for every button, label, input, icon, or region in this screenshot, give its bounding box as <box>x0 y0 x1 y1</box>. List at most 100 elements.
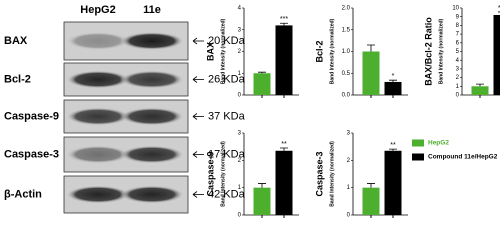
y-axis-title: BAX <box>205 42 215 61</box>
y-tick-label: 1.5 <box>342 27 351 33</box>
bar-chart: 0.0 0.5 1.0 1.5 2.0 Bcl-2 Band Intensity (norm… <box>314 6 408 99</box>
legend-label: Compound 11e/HepG2 <box>428 154 498 161</box>
y-tick-label: 5 <box>456 49 460 55</box>
legend: HepG2 Compound 11e/HepG2 <box>412 139 498 161</box>
arrow-head <box>192 191 198 198</box>
y-tick-label: 1 <box>238 71 242 77</box>
size-label: 20 KDa <box>208 35 246 47</box>
arrow-head <box>192 37 198 45</box>
error-bar <box>258 71 266 74</box>
band <box>120 145 184 164</box>
column-label: HepG2 <box>80 4 115 16</box>
band <box>120 107 184 126</box>
protein-label: Bcl-2 <box>4 73 31 85</box>
significance: *** <box>498 5 500 12</box>
column-label: 11e <box>143 4 161 16</box>
size-label: 17 KDa <box>208 148 246 160</box>
legend-label: HepG2 <box>428 140 449 147</box>
y-tick-label: 4 <box>456 58 460 64</box>
band <box>120 185 184 204</box>
error-bar <box>258 183 266 188</box>
significance: ** <box>281 141 287 148</box>
y-tick-label: 4 <box>238 6 242 12</box>
y-tick-label: 3 <box>238 27 242 33</box>
error-bar <box>389 148 397 151</box>
error-bar <box>389 79 397 82</box>
y-axis-subtitle: Band Intensity (normalized) <box>329 141 335 207</box>
error-bar <box>367 44 375 52</box>
y-tick-label: 3 <box>456 66 460 72</box>
y-axis-title: Bcl-2 <box>314 40 324 62</box>
bar-chart: 0 1 2 3 Caspase-9 Band Intensity (normalized)… <box>205 131 299 219</box>
y-tick-label: 0 <box>347 213 351 219</box>
y-tick-label: 9 <box>456 14 460 20</box>
significance: *** <box>280 16 288 23</box>
y-tick-label: 6 <box>456 40 460 46</box>
y-tick-label: 2.0 <box>342 6 351 12</box>
y-axis-title: Caspase-9 <box>205 151 215 196</box>
y-tick-label: 3 <box>238 131 242 137</box>
y-tick-label: 8 <box>456 23 460 29</box>
bar <box>471 86 489 95</box>
y-tick-label: 1.0 <box>342 49 351 55</box>
y-tick-label: 7 <box>456 32 460 38</box>
bar <box>275 150 293 215</box>
error-bar <box>498 11 500 13</box>
band <box>66 107 130 126</box>
size-label: 37 KDa <box>208 110 246 122</box>
y-tick-label: 0.5 <box>342 71 351 77</box>
y-axis-subtitle: Band Intensity (normalized) <box>438 18 444 84</box>
protein-label: β-Actin <box>4 188 42 200</box>
bar <box>253 73 271 95</box>
size-label: 42 KDa <box>208 188 246 200</box>
bar <box>253 187 271 215</box>
error-bar <box>280 22 288 26</box>
y-axis-title: BAX/Bcl-2 Ratio <box>423 17 433 86</box>
protein-label: BAX <box>4 35 28 47</box>
legend-swatch <box>412 153 424 161</box>
significance: * <box>392 73 395 80</box>
y-tick-label: 10 <box>452 6 459 12</box>
error-bar <box>280 147 288 151</box>
error-bar <box>367 183 375 188</box>
protein-label: Caspase-3 <box>4 148 59 160</box>
arrow-head <box>192 113 198 120</box>
y-tick-label: 1 <box>456 84 460 90</box>
y-tick-label: 2 <box>238 49 242 55</box>
arrow-head <box>192 151 198 158</box>
y-tick-label: 2 <box>456 75 460 81</box>
y-tick-label: 1 <box>347 185 351 191</box>
band <box>66 70 130 89</box>
error-bar <box>476 83 484 87</box>
bar-chart: 0 1 2 3 Caspase-3 Band Intensity (normalized)… <box>314 131 408 219</box>
y-tick-label: 0.0 <box>342 93 351 99</box>
band <box>66 32 130 50</box>
legend-swatch <box>412 139 424 147</box>
size-label: 26 KDa <box>208 73 246 85</box>
bar <box>362 187 380 215</box>
y-tick-label: 0 <box>238 213 242 219</box>
band <box>120 32 184 50</box>
significance: ** <box>390 142 396 149</box>
bar-chart: 0 1 2 3 4 BAX Band Intensity (normalized) *** <box>205 6 299 99</box>
y-tick-label: 0 <box>238 93 242 99</box>
arrow-head <box>192 76 198 83</box>
band <box>66 145 130 164</box>
bar <box>384 81 402 95</box>
band <box>120 70 184 89</box>
bar <box>384 150 402 215</box>
y-axis-subtitle: Band Intensity (normalized) <box>220 141 226 207</box>
bar <box>362 51 380 95</box>
bar <box>275 25 293 95</box>
y-tick-label: 0 <box>456 93 460 99</box>
bar <box>493 14 500 96</box>
y-tick-label: 2 <box>347 158 351 164</box>
y-tick-label: 1 <box>238 185 242 191</box>
bar-chart: 0 1 2 3 4 5 6 7 8 9 10 BAX/Bcl-2 Ratio Band Intensit… <box>423 5 500 99</box>
y-tick-label: 2 <box>238 158 242 164</box>
y-axis-subtitle: Band Intensity (normalized) <box>329 18 335 84</box>
band <box>66 185 130 204</box>
